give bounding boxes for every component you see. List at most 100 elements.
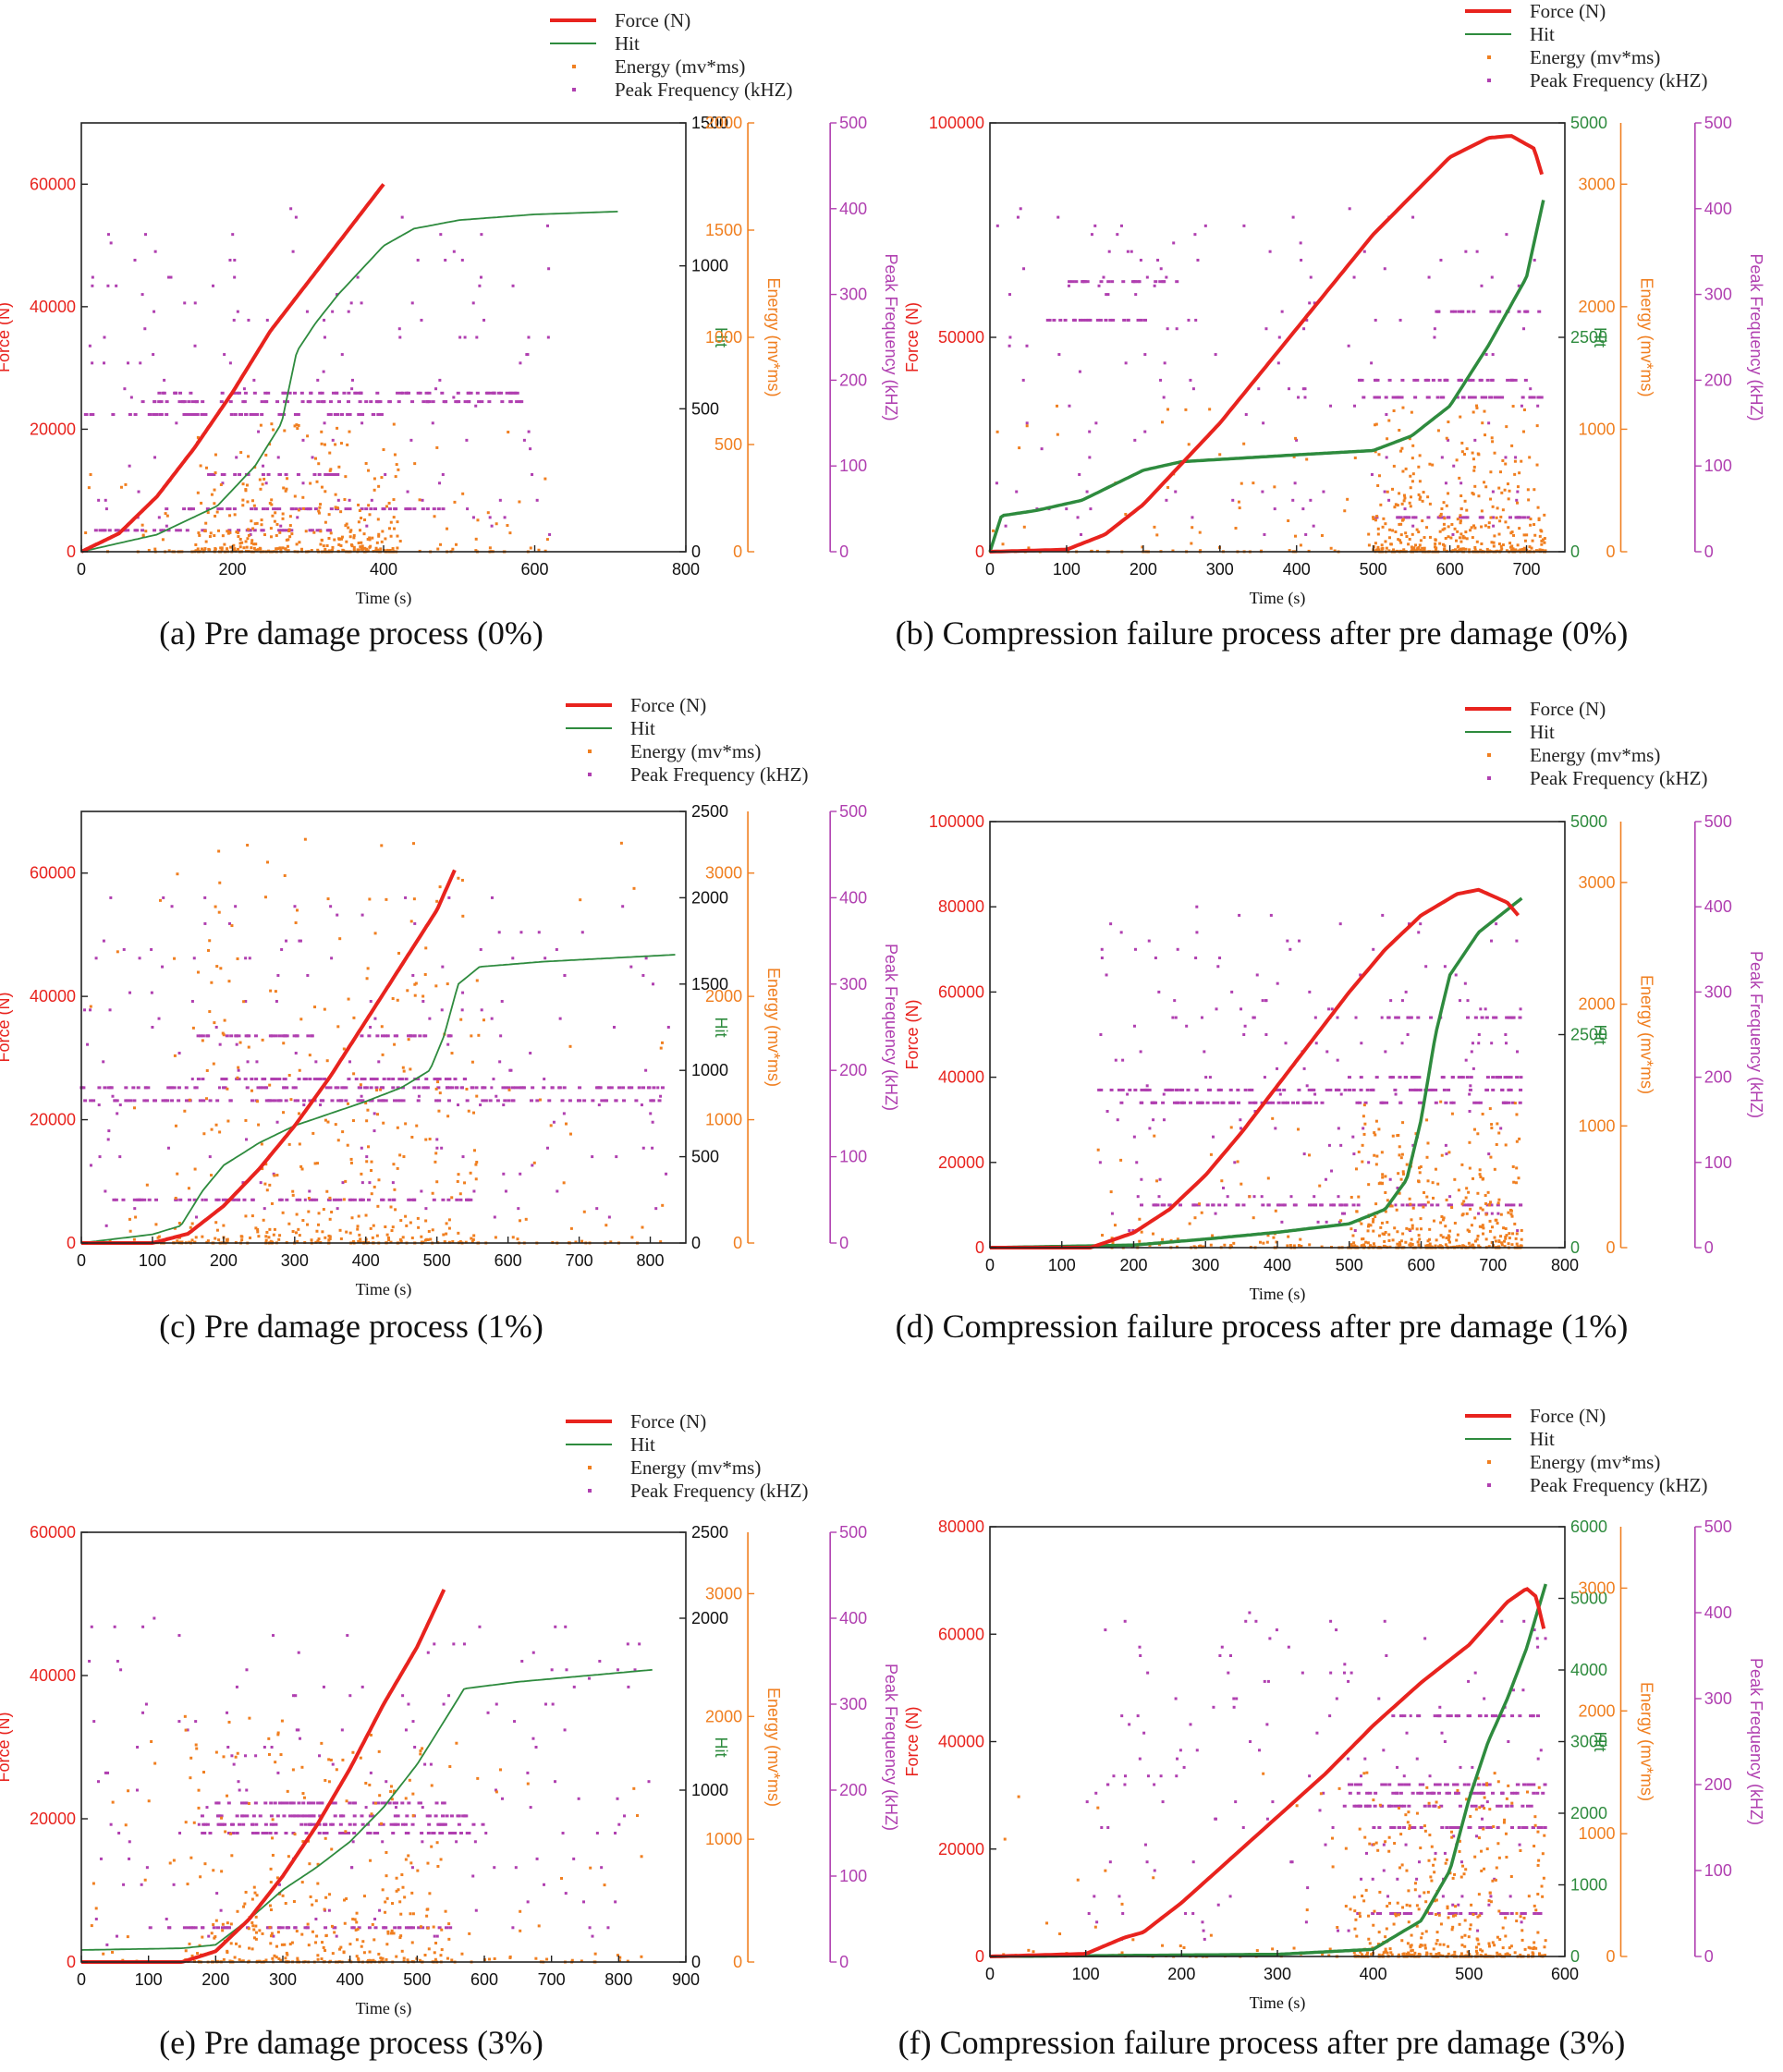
hit-tick-label: 5000 [1570,114,1607,132]
peak-frequency-point [1485,1203,1490,1207]
energy-point [1447,535,1450,539]
peak-frequency-point [1165,275,1168,279]
peak-frequency-point [1250,1088,1254,1091]
energy-point [310,549,313,553]
energy-point [393,1188,397,1191]
energy-point [1398,1191,1401,1195]
legend-label-hit: Hit [1530,23,1555,45]
peak-frequency-point [369,400,373,404]
energy-point [271,1853,275,1857]
peak-frequency-point [216,1198,221,1201]
energy-point [270,498,274,502]
peak-frequency-point [420,318,423,322]
peak-frequency-point [375,1034,380,1038]
peak-frequency-point [394,1806,397,1810]
peak-frequency-point [153,310,156,313]
energy-point [269,1942,273,1945]
peak-frequency-point [1460,396,1465,399]
hit-line [988,200,1545,553]
peak-frequency-point [253,1034,258,1038]
energy-point [102,1952,105,1956]
peak-tick-label: 200 [839,1061,867,1079]
peak-frequency-point [108,1008,112,1012]
energy-point [446,527,449,530]
energy-point [1543,537,1546,541]
peak-frequency-point [372,1112,376,1115]
peak-axis-title: Peak Frequency (kHZ) [882,944,900,1111]
peak-frequency-point [318,1078,323,1081]
energy-point [1529,523,1533,527]
peak-frequency-point [462,1814,467,1818]
plot-area [80,183,618,554]
peak-frequency-point [562,1086,567,1090]
energy-point [1492,541,1496,544]
energy-point [220,546,224,550]
peak-frequency-point [285,1086,289,1090]
peak-frequency-point [447,1694,451,1698]
energy-point [363,546,367,550]
peak-frequency-point [1515,1076,1520,1079]
energy-point [1392,464,1396,468]
peak-frequency-point [1133,947,1137,951]
peak-frequency-point [490,1017,494,1020]
energy-point [214,905,217,908]
peak-frequency-point [1108,318,1113,322]
energy-point [324,490,327,494]
peak-frequency-point [470,1086,474,1090]
peak-frequency-point [277,1034,282,1038]
energy-point [428,1892,432,1895]
energy-point [1472,1243,1475,1247]
peak-frequency-point [438,378,442,382]
peak-frequency-point [614,1099,618,1103]
peak-frequency-point [517,1207,520,1211]
energy-point [314,1941,318,1944]
peak-frequency-point [507,1099,511,1103]
peak-frequency-point [477,400,482,404]
energy-point [283,429,287,433]
peak-frequency-point [91,275,94,279]
energy-point [388,548,392,552]
peak-frequency-point [502,1103,506,1107]
legend-label-hit: Hit [630,717,655,739]
energy-point [1372,1217,1375,1221]
peak-frequency-point [381,1822,385,1826]
legend-label-peak: Peak Frequency (kHZ) [615,79,792,101]
peak-frequency-point [1485,1800,1489,1804]
energy-point [378,1794,382,1798]
energy-point [1480,1225,1484,1229]
energy-point [273,1174,276,1177]
energy-point [1415,528,1419,531]
peak-frequency-point [238,1822,242,1826]
peak-frequency-point [208,1832,213,1834]
plot-frame [989,122,1566,553]
energy-point [1374,518,1377,522]
energy-point [213,534,216,538]
peak-frequency-point [245,1086,250,1090]
peak-frequency-point [89,413,93,417]
peak-frequency-point [1139,318,1143,322]
energy-point [238,1944,241,1948]
x-tick-label: 100 [139,1251,166,1270]
peak-frequency-point [200,1814,204,1818]
energy-point [1504,520,1508,524]
peak-frequency-point [244,1801,249,1805]
energy-point [391,997,395,1001]
energy-point [238,545,242,549]
energy-point [411,1814,415,1818]
energy-point [1320,533,1324,537]
peak-frequency-point [1151,1101,1155,1104]
energy-point [1444,1225,1447,1228]
peak-frequency-point [1475,1101,1480,1104]
peak-frequency-point [104,498,107,502]
peak-frequency-point [393,507,397,511]
peak-frequency-point [1404,1843,1408,1847]
force-axis-title: Force (N) [0,1712,13,1783]
peak-frequency-point [350,378,354,382]
energy-point [194,1236,198,1239]
energy-point [1528,545,1532,549]
energy-point [1478,1173,1482,1176]
peak-frequency-point [1316,1220,1320,1224]
energy-point [1488,1219,1492,1223]
energy-point [427,1229,431,1233]
energy-point [330,1924,334,1928]
